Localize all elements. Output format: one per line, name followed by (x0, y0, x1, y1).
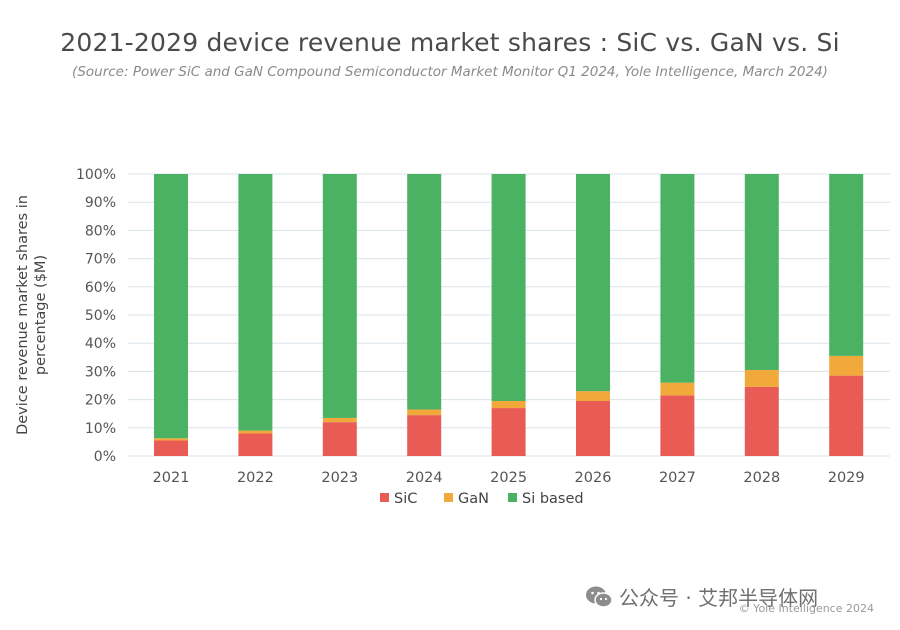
legend-label: SiC (394, 491, 417, 507)
y-tick-label: 10% (85, 421, 116, 437)
bar-segment-sic (407, 415, 442, 456)
y-tick-label: 40% (85, 336, 116, 352)
bar-segment-sic (576, 401, 610, 456)
bar-segment-sic (829, 375, 864, 456)
x-tick-label: 2023 (321, 470, 358, 486)
y-tick-label: 30% (85, 364, 116, 380)
y-tick-label: 50% (85, 308, 116, 324)
bar-segment-sic (660, 395, 695, 456)
copyright-text: © Yole Intelligence 2024 (738, 602, 874, 615)
legend-swatch (444, 493, 453, 502)
watermark-text: 公众号 · 艾邦半导体网 (619, 586, 819, 610)
x-tick-label: 2025 (490, 470, 527, 486)
x-tick-label: 2027 (659, 470, 696, 486)
y-tick-label: 60% (85, 280, 116, 296)
bar-segment-gan (829, 355, 864, 376)
x-tick-label: 2026 (575, 470, 612, 486)
x-tick-label: 2028 (743, 470, 780, 486)
wechat-icon (586, 586, 613, 608)
bar-segment-gan (407, 409, 442, 416)
bar-segment-gan (660, 382, 695, 396)
legend-swatch (380, 493, 389, 502)
legend-label: GaN (458, 491, 489, 507)
y-tick-label: 70% (85, 252, 116, 268)
bar-segment-gan (238, 430, 273, 434)
bar-segment-si-based (491, 174, 526, 402)
bar-segment-si-based (154, 174, 188, 439)
bar-segment-sic (744, 386, 779, 456)
y-tick-label: 80% (85, 223, 116, 239)
legend-label: Si based (522, 491, 584, 507)
bar-segment-sic (322, 422, 357, 456)
wechat-watermark: 公众号 · 艾邦半导体网 (585, 582, 818, 611)
y-tick-label: 20% (85, 393, 116, 409)
bar-segment-gan (576, 391, 610, 402)
bar-segment-gan (491, 401, 526, 409)
bar-segment-si-based (322, 174, 357, 418)
bar-segment-gan (322, 417, 357, 423)
chart-title: 2021-2029 device revenue market shares :… (60, 28, 840, 57)
bar-segment-si-based (576, 174, 610, 392)
bar-segment-si-based (744, 174, 779, 370)
y-tick-label: 0% (94, 449, 116, 465)
y-tick-label: 100% (76, 167, 116, 183)
legend-swatch (508, 493, 517, 502)
bar-segment-sic (491, 408, 526, 456)
x-tick-label: 2029 (828, 470, 865, 486)
chart-subtitle: (Source: Power SiC and GaN Compound Semi… (72, 64, 828, 80)
x-tick-label: 2024 (406, 470, 443, 486)
bar-segment-si-based (660, 174, 695, 383)
x-tick-label: 2022 (237, 470, 274, 486)
bar-segment-sic (154, 440, 188, 456)
bar-segment-gan (154, 438, 188, 441)
bar-segment-si-based (829, 174, 864, 356)
y-tick-label: 90% (85, 195, 116, 211)
bar-segment-gan (744, 369, 779, 387)
bar-segment-si-based (407, 174, 442, 410)
bar-segment-si-based (238, 174, 273, 431)
bar-segment-sic (238, 433, 273, 456)
y-axis-title: Device revenue market shares in percentag… (15, 195, 49, 435)
x-tick-label: 2021 (153, 470, 190, 486)
